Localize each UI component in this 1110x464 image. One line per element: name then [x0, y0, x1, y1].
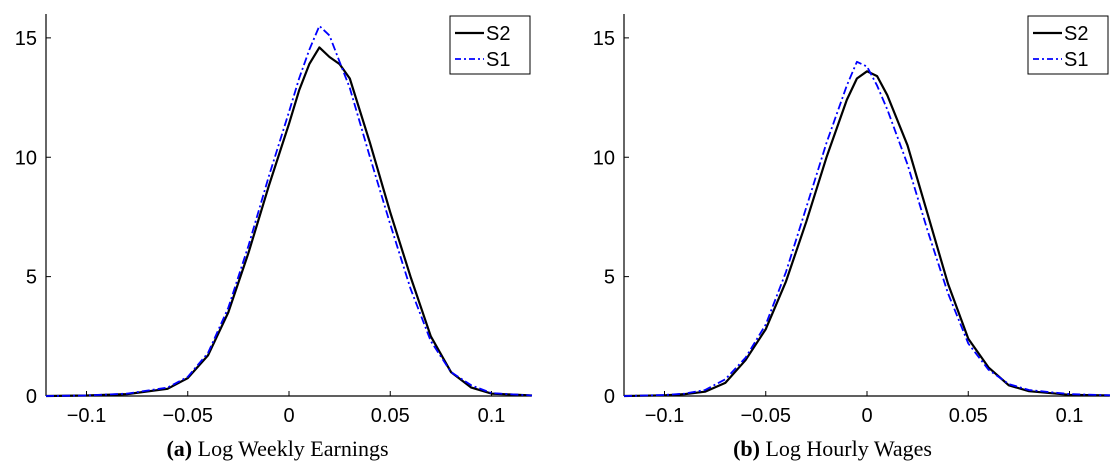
series-line-s2 [45, 46, 533, 398]
caption-b: (b) Log Hourly Wages [555, 436, 1110, 462]
y-tick-label: 10 [593, 147, 615, 169]
caption-a-label: (a) [166, 436, 193, 461]
x-tick-label: −0.1 [67, 405, 106, 427]
caption-b-label: (b) [733, 436, 760, 461]
y-tick-label: 0 [604, 386, 615, 408]
x-tick-label: 0.1 [1056, 405, 1084, 427]
x-tick-label: 0.05 [949, 405, 988, 427]
legend-box [1027, 15, 1109, 75]
caption-b-title: Log Hourly Wages [765, 436, 932, 461]
y-tick-label: 15 [15, 28, 37, 50]
y-tick-label: 0 [26, 386, 37, 408]
x-tick-label: 0.05 [371, 405, 410, 427]
x-tick-label: 0 [861, 405, 872, 427]
legend-label-s2: S2 [486, 23, 510, 45]
y-tick-label: 15 [593, 28, 615, 50]
y-tick-label: 10 [15, 147, 37, 169]
x-tick-label: 0.1 [478, 405, 506, 427]
caption-a: (a) Log Weekly Earnings [0, 436, 555, 462]
legend-label-s1: S1 [1064, 49, 1088, 71]
x-tick-label: 0 [283, 405, 294, 427]
x-tick-label: −0.05 [740, 405, 791, 427]
series-line-s1 [45, 25, 533, 397]
series-line-s1 [623, 60, 1110, 397]
series-line-s2 [623, 70, 1110, 398]
legend-label-s1: S1 [486, 49, 510, 71]
legend-box [449, 15, 531, 75]
x-tick-label: −0.1 [645, 405, 684, 427]
caption-a-title: Log Weekly Earnings [197, 436, 389, 461]
y-tick-label: 5 [26, 267, 37, 289]
legend-label-s2: S2 [1064, 23, 1088, 45]
y-tick-label: 5 [604, 267, 615, 289]
x-tick-label: −0.05 [162, 405, 213, 427]
